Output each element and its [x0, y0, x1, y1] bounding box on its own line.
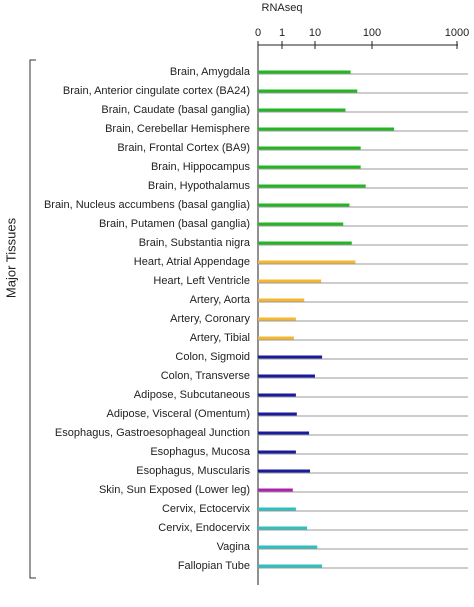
y-tick-label: Brain, Amygdala	[170, 66, 251, 78]
bar	[258, 488, 293, 492]
x-tick-label: 1	[279, 27, 285, 39]
y-tick-label: Brain, Substantia nigra	[139, 237, 251, 249]
bar	[258, 507, 296, 511]
bar	[258, 279, 322, 283]
y-tick-label: Brain, Frontal Cortex (BA9)	[117, 142, 250, 154]
y-tick-label: Heart, Atrial Appendage	[134, 256, 250, 268]
y-tick-label: Brain, Anterior cingulate cortex (BA24)	[63, 85, 250, 97]
x-tick-label: 10	[309, 27, 321, 39]
y-tick-label: Cervix, Ectocervix	[162, 503, 251, 515]
y-tick-label: Colon, Transverse	[161, 370, 250, 382]
bar	[258, 469, 311, 473]
bar	[258, 260, 356, 264]
bar	[258, 127, 395, 131]
bar	[258, 222, 344, 226]
bar	[258, 412, 297, 416]
y-tick-label: Artery, Coronary	[170, 313, 250, 325]
bar	[258, 184, 366, 188]
bar	[258, 298, 305, 302]
y-tick-label: Brain, Caudate (basal ganglia)	[101, 104, 250, 116]
bar	[258, 108, 346, 112]
y-tick-label: Brain, Hippocampus	[151, 161, 251, 173]
chart-title: RNAseq	[262, 2, 303, 14]
bar	[258, 146, 361, 150]
y-tick-label: Fallopian Tube	[178, 560, 250, 572]
bar	[258, 203, 350, 207]
y-tick-label: Colon, Sigmoid	[175, 351, 250, 363]
bar	[258, 70, 351, 74]
y-tick-label: Adipose, Subcutaneous	[134, 389, 251, 401]
y-tick-label: Vagina	[217, 541, 251, 553]
bar	[258, 431, 310, 435]
bar	[258, 317, 296, 321]
y-tick-label: Brain, Cerebellar Hemisphere	[105, 123, 250, 135]
bar	[258, 545, 318, 549]
bar	[258, 355, 323, 359]
x-tick-label: 0	[255, 27, 261, 39]
y-tick-label: Esophagus, Muscularis	[136, 465, 250, 477]
y-tick-label: Brain, Putamen (basal ganglia)	[99, 218, 250, 230]
y-tick-label: Artery, Aorta	[190, 294, 251, 306]
bar	[258, 564, 323, 568]
y-tick-label: Skin, Sun Exposed (Lower leg)	[99, 484, 250, 496]
bar	[258, 374, 315, 378]
group-bracket	[29, 59, 36, 579]
y-tick-label: Adipose, Visceral (Omentum)	[107, 408, 250, 420]
y-tick-label: Esophagus, Gastroesophageal Junction	[55, 427, 250, 439]
x-tick-label: 1000	[445, 27, 469, 39]
y-tick-label: Cervix, Endocervix	[158, 522, 250, 534]
y-tick-label: Brain, Hypothalamus	[148, 180, 251, 192]
bar	[258, 450, 296, 454]
y-tick-label: Artery, Tibial	[190, 332, 250, 344]
bar	[258, 241, 352, 245]
bar	[258, 526, 308, 530]
x-tick-label: 100	[363, 27, 381, 39]
y-tick-label: Esophagus, Mucosa	[150, 446, 251, 458]
bar	[258, 336, 294, 340]
group-label: Major Tissues	[3, 217, 18, 298]
y-tick-label: Heart, Left Ventricle	[153, 275, 250, 287]
bar	[258, 89, 358, 93]
bar	[258, 393, 296, 397]
y-tick-label: Brain, Nucleus accumbens (basal ganglia)	[44, 199, 250, 211]
bar	[258, 165, 361, 169]
